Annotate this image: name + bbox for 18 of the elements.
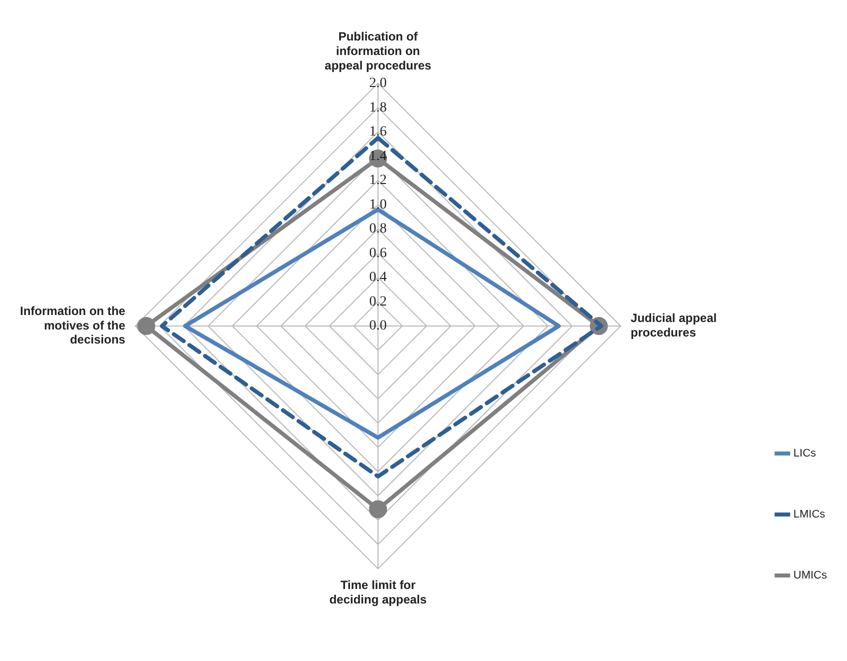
y-tick-label: 0.0 [369,318,387,334]
y-tick-label: 1.6 [369,124,387,140]
y-tick-label: 1.0 [369,197,387,212]
y-tick-label: 0.4 [369,270,387,286]
y-tick-label: 1.4 [369,148,387,164]
y-tick-label: 1.8 [369,100,387,116]
legend-label: UMICs [793,570,828,582]
legend-label: LICs [793,448,817,460]
y-tick-label: 1.2 [369,173,387,188]
spoke-label: Publication of information on appeal procedures [324,30,432,72]
y-tick-label: 2.0 [369,76,387,91]
spoke-label: Judicial appeal procedures [630,311,717,340]
spoke-label: Information on the motives of the decisions [20,304,126,347]
spoke-label: Time limit for deciding appeals [329,578,428,607]
y-tick-label: 0.2 [369,294,387,310]
y-tick-label: 0.6 [369,246,387,261]
y-tick-label: 0.8 [369,222,387,237]
legend-label: LMICs [793,508,826,521]
